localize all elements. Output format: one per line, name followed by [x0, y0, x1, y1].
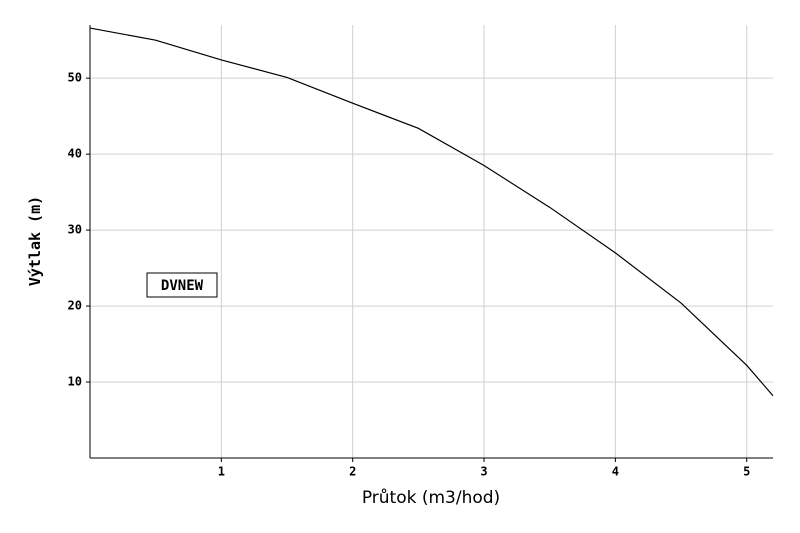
- x-tick-label: 3: [480, 465, 487, 479]
- x-tick-label: 1: [218, 465, 225, 479]
- y-tick-label: 10: [68, 375, 82, 389]
- y-tick-label: 50: [68, 71, 82, 85]
- y-tick-label: 30: [68, 223, 82, 237]
- y-tick-label: 20: [68, 299, 82, 313]
- grid: [90, 25, 773, 458]
- x-tick-label: 2: [349, 465, 356, 479]
- y-axis-label: Výtlak (m): [26, 196, 44, 286]
- x-axis-label: Průtok (m3/hod): [362, 488, 500, 508]
- annotation: DVNEW: [161, 278, 204, 294]
- x-tick-label: 5: [743, 465, 750, 479]
- x-tick-label: 4: [612, 465, 619, 479]
- y-tick-label: 40: [68, 147, 82, 161]
- annotation-box: [146, 272, 218, 298]
- line: [89, 27, 774, 397]
